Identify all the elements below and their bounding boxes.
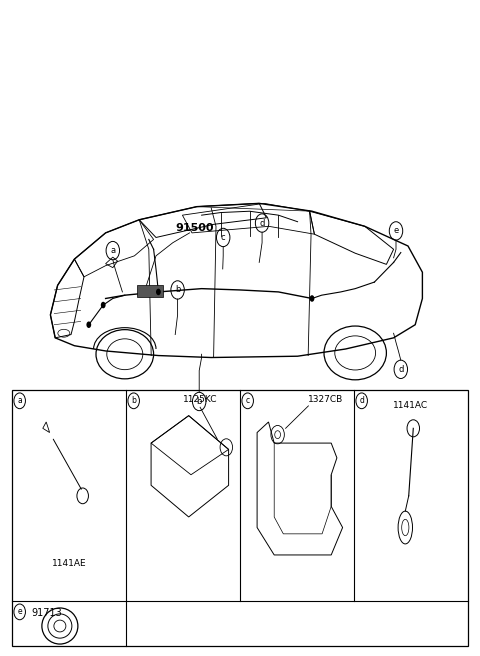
Text: c: c (221, 233, 226, 242)
Text: d: d (359, 396, 364, 405)
Text: 1125KC: 1125KC (183, 395, 217, 404)
Bar (137, 285, 163, 297)
Text: e: e (17, 607, 22, 617)
Text: e: e (394, 226, 398, 236)
Text: b: b (196, 397, 202, 406)
Text: a: a (110, 246, 115, 255)
Text: 1141AC: 1141AC (394, 401, 429, 410)
Text: 1327CB: 1327CB (308, 395, 344, 404)
Circle shape (156, 289, 161, 295)
Circle shape (86, 321, 91, 328)
Text: c: c (246, 396, 250, 405)
Text: a: a (17, 396, 22, 405)
Bar (12, 390, 468, 646)
Text: 91500: 91500 (175, 223, 214, 233)
Text: b: b (175, 285, 180, 295)
Text: 1141AE: 1141AE (52, 559, 86, 568)
Circle shape (310, 295, 314, 302)
Text: d: d (398, 365, 404, 374)
Text: b: b (131, 396, 136, 405)
Text: d: d (259, 218, 265, 228)
Text: 91713: 91713 (31, 608, 62, 618)
Circle shape (101, 302, 106, 308)
